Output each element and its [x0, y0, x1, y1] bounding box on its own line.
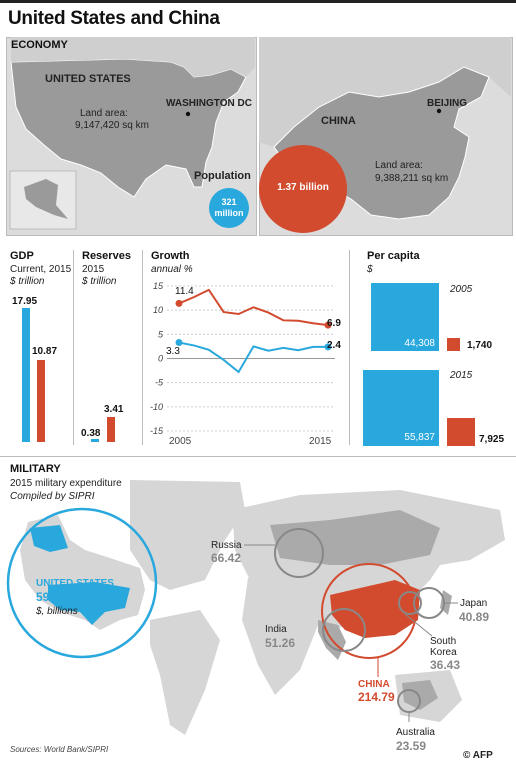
percapita-2015-china-bar — [447, 418, 475, 446]
china-population-circle — [259, 145, 347, 233]
divider-reserves — [142, 250, 143, 445]
mil-sk-name2: Korea — [430, 647, 457, 658]
mil-russia-name: Russia — [211, 540, 242, 551]
growth-tick-label: 10 — [153, 305, 163, 315]
mil-sk-name1: South — [430, 636, 457, 647]
percapita-label: Per capita — [367, 250, 420, 262]
page-title: United States and China — [8, 8, 220, 29]
us-population-circle: 321 million — [209, 188, 249, 228]
us-country-name: UNITED STATES — [45, 73, 131, 85]
us-map — [9, 37, 255, 230]
gdp-china-bar — [37, 360, 45, 442]
gdp-label: GDP — [10, 250, 34, 262]
growth-line-china — [178, 288, 329, 327]
growth-tick-label: 15 — [153, 281, 164, 291]
growth-point — [175, 299, 183, 307]
reserves-sub: 2015 — [82, 264, 105, 275]
mil-us-name: UNITED STATES — [36, 578, 114, 589]
percapita-2015-us-value: 55,837 — [404, 432, 435, 443]
gdp-sub: Current, 2015 — [10, 264, 72, 275]
percapita-unit: $ — [367, 264, 373, 275]
growth-label: Growth — [151, 250, 190, 262]
mil-china-name: CHINA — [358, 679, 390, 690]
growth-us-start: 3.3 — [166, 346, 180, 357]
military-label: MILITARY — [10, 463, 61, 475]
growth-china-end: 6.9 — [327, 318, 341, 329]
divider-gdp — [73, 250, 74, 445]
mil-russia-value: 66.42 — [211, 551, 242, 565]
percapita-2015-year: 2015 — [450, 370, 473, 381]
percapita-2005-china-value: 1,740 — [467, 340, 493, 351]
reserves-us-value: 0.38 — [81, 428, 101, 439]
population-label: Population — [194, 170, 251, 182]
growth-tick-label: -5 — [155, 378, 164, 388]
percapita-2015-china-value: 7,925 — [479, 434, 505, 445]
world-map — [6, 480, 505, 735]
growth-line-united-states — [178, 341, 328, 374]
percapita-2005-china-bar — [447, 338, 460, 351]
growth-x-start: 2005 — [169, 436, 192, 447]
mil-australia-value: 23.59 — [396, 739, 427, 753]
china-land-value: 9,388,211 sq km — [375, 173, 449, 184]
growth-tick-label: -10 — [150, 402, 163, 412]
growth-point — [324, 321, 332, 329]
percapita-2005-us-value: 44,308 — [404, 338, 435, 349]
gdp-us-bar — [22, 308, 30, 442]
growth-chart: 15 10 5 0 -5 -10 -15 — [150, 281, 335, 436]
military-source: Compiled by SIPRI — [10, 491, 95, 502]
percapita-2005-us-bar — [371, 283, 439, 351]
percapita-2005-year: 2005 — [450, 284, 473, 295]
mil-india-value: 51.26 — [265, 636, 296, 650]
footer-sources: Sources: World Bank/SIPRI — [10, 745, 109, 754]
military-sub: 2015 military expenditure — [10, 478, 122, 489]
divider-growth — [349, 250, 350, 445]
top-rule — [0, 0, 516, 3]
china-land-label: Land area: — [375, 160, 423, 171]
gdp-us-value: 17.95 — [12, 296, 38, 307]
growth-tick-label: -15 — [150, 426, 164, 436]
mil-us-value: 596.02 — [36, 590, 73, 604]
growth-tick-label: 0 — [158, 354, 163, 364]
gdp-china-value: 10.87 — [32, 346, 58, 357]
growth-point — [324, 343, 332, 351]
mil-sk-value: 36.43 — [430, 658, 461, 672]
footer-credit: © AFP — [463, 750, 493, 761]
growth-sub: annual % — [151, 264, 193, 275]
us-population-value: 321 — [221, 197, 237, 207]
growth-x-end: 2015 — [309, 436, 332, 447]
mil-australia-name: Australia — [396, 727, 435, 738]
mil-us-unit: $, billions — [36, 606, 78, 617]
us-land-label: Land area: — [80, 108, 128, 119]
mil-japan-name: Japan — [460, 598, 488, 609]
reserves-unit: $ trillion — [82, 276, 117, 287]
mil-china-value: 214.79 — [358, 690, 395, 704]
growth-us-end: 2.4 — [327, 340, 341, 351]
percapita-2015-us-bar — [363, 370, 439, 446]
economy-label: ECONOMY — [11, 39, 68, 51]
china-population-value: 1.37 billion — [277, 182, 329, 193]
reserves-label: Reserves — [82, 250, 131, 262]
mil-india-name: India — [265, 624, 287, 635]
reserves-china-value: 3.41 — [104, 404, 124, 415]
us-capital: WASHINGTON DC — [166, 98, 252, 109]
mil-japan-value: 40.89 — [459, 610, 490, 624]
gdp-unit: $ trillion — [10, 276, 45, 287]
us-population-unit: million — [214, 208, 244, 218]
reserves-china-bar — [107, 417, 115, 442]
reserves-us-bar — [91, 439, 99, 442]
growth-tick-label: 5 — [158, 329, 164, 339]
china-capital: BEIJING — [427, 98, 468, 109]
military-rule — [0, 456, 516, 457]
growth-china-start: 11.4 — [175, 286, 194, 297]
us-land-value: 9,147,420 sq km — [75, 120, 149, 131]
growth-point — [175, 339, 183, 347]
china-country-name: CHINA — [321, 115, 356, 127]
